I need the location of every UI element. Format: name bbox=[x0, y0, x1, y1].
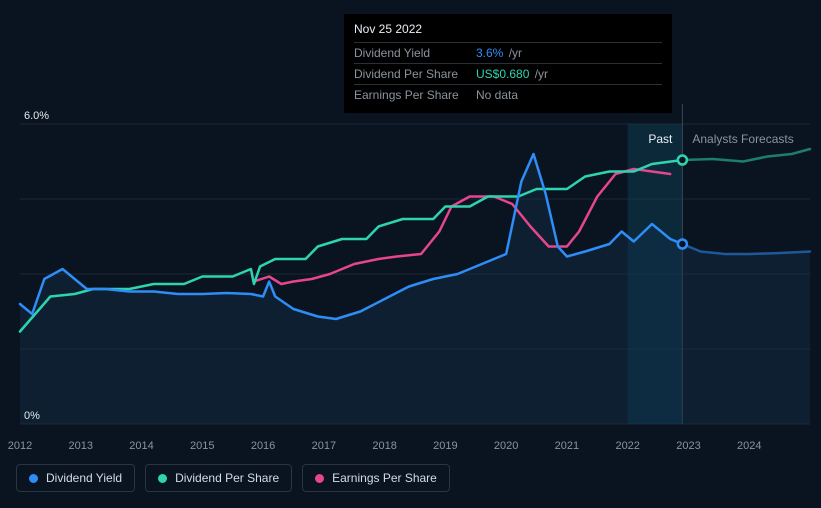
tooltip-row-suffix: /yr bbox=[509, 46, 522, 60]
legend-item-eps[interactable]: Earnings Per Share bbox=[302, 464, 450, 492]
split-label-past: Past bbox=[648, 132, 672, 146]
x-tick-label: 2012 bbox=[8, 440, 32, 452]
x-axis-labels: 2012 2013 2014 2015 2016 2017 2018 2019 2020 2021… bbox=[0, 440, 821, 458]
legend-label: Dividend Yield bbox=[46, 471, 122, 485]
tooltip-date: Nov 25 2022 bbox=[354, 22, 662, 36]
tooltip-row-label: Dividend Per Share bbox=[354, 67, 464, 81]
x-tick-label: 2024 bbox=[737, 440, 761, 452]
tooltip-row: Dividend Yield 3.6% /yr bbox=[354, 42, 662, 63]
x-tick-label: 2014 bbox=[129, 440, 153, 452]
x-tick-label: 2023 bbox=[676, 440, 700, 452]
y-axis-label-top: 6.0% bbox=[24, 110, 49, 122]
x-tick-label: 2016 bbox=[251, 440, 275, 452]
x-tick-label: 2020 bbox=[494, 440, 518, 452]
legend-label: Dividend Per Share bbox=[175, 471, 279, 485]
split-label-forecast: Analysts Forecasts bbox=[692, 132, 793, 146]
tooltip-row-label: Earnings Per Share bbox=[354, 88, 464, 102]
legend: Dividend Yield Dividend Per Share Earnin… bbox=[16, 464, 450, 492]
tooltip-row: Earnings Per Share No data bbox=[354, 84, 662, 105]
x-tick-label: 2018 bbox=[372, 440, 396, 452]
chart-area[interactable]: 6.0% 0% Past Analysts Forecasts 2012 2013… bbox=[0, 104, 821, 458]
tooltip-row-value: 3.6% bbox=[476, 46, 503, 60]
tooltip-row-value: No data bbox=[476, 88, 518, 102]
legend-item-yield[interactable]: Dividend Yield bbox=[16, 464, 135, 492]
legend-dot-icon bbox=[315, 474, 324, 483]
chart-tooltip: Nov 25 2022 Dividend Yield 3.6% /yr Divi… bbox=[344, 14, 672, 113]
chart-svg bbox=[0, 104, 821, 458]
x-tick-label: 2022 bbox=[615, 440, 639, 452]
legend-dot-icon bbox=[158, 474, 167, 483]
legend-dot-icon bbox=[29, 474, 38, 483]
y-axis-label-bottom: 0% bbox=[24, 410, 40, 422]
tooltip-row-value: US$0.680 bbox=[476, 67, 529, 81]
tooltip-row: Dividend Per Share US$0.680 /yr bbox=[354, 63, 662, 84]
x-tick-label: 2019 bbox=[433, 440, 457, 452]
legend-label: Earnings Per Share bbox=[332, 471, 437, 485]
tooltip-row-label: Dividend Yield bbox=[354, 46, 464, 60]
tooltip-row-suffix: /yr bbox=[535, 67, 548, 81]
x-tick-label: 2017 bbox=[312, 440, 336, 452]
x-tick-label: 2013 bbox=[69, 440, 93, 452]
x-tick-label: 2021 bbox=[555, 440, 579, 452]
x-tick-label: 2015 bbox=[190, 440, 214, 452]
legend-item-dps[interactable]: Dividend Per Share bbox=[145, 464, 292, 492]
